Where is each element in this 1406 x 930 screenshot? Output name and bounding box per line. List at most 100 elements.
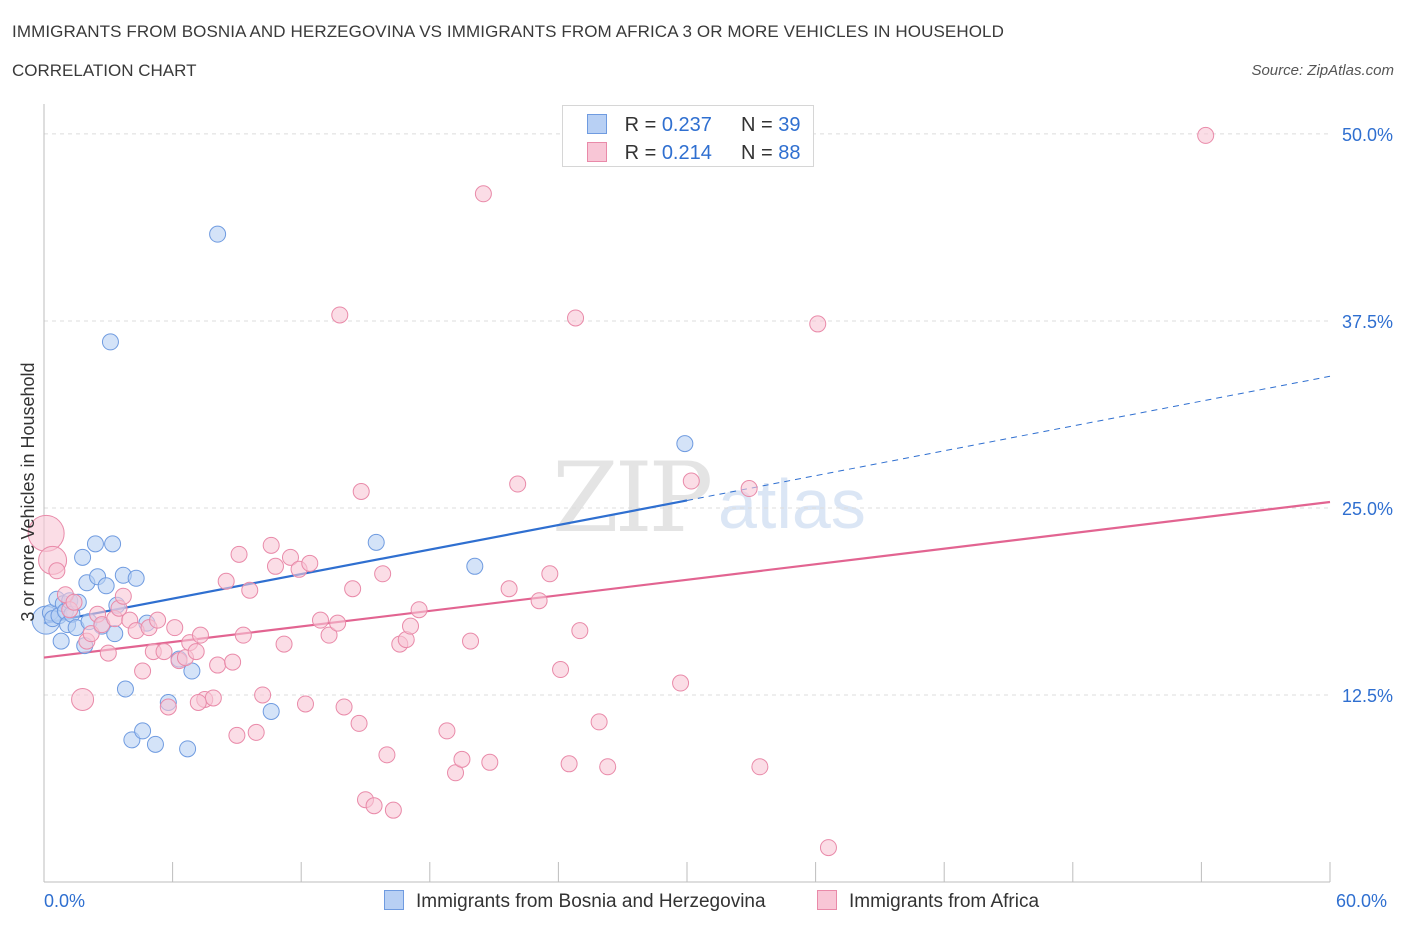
data-point-bosnia (101, 333, 119, 351)
data-point-africa (187, 643, 205, 661)
data-point-africa (48, 562, 66, 580)
data-point-africa (571, 622, 589, 640)
data-point-africa (230, 545, 248, 563)
legend-label: Immigrants from Africa (849, 891, 1040, 912)
data-point-africa (509, 475, 527, 493)
trend-lines (43, 375, 1331, 659)
data-point-africa (301, 554, 319, 572)
data-point-africa (224, 653, 242, 671)
data-point-africa (599, 758, 617, 776)
r-value: 0.214 (661, 142, 712, 164)
data-point-africa (191, 626, 209, 644)
data-point-africa (481, 753, 499, 771)
y-tick-label: 50.0% (1342, 125, 1393, 145)
data-point-bosnia (676, 435, 694, 453)
data-point-africa (552, 661, 570, 679)
data-point-bosnia (179, 740, 197, 758)
data-point-africa (71, 687, 95, 711)
data-point-africa (672, 674, 690, 692)
legend-item-africa: Immigrants from Africa (817, 890, 1039, 913)
data-point-africa (114, 587, 132, 605)
data-point-africa (500, 580, 518, 598)
data-point-bosnia (466, 557, 484, 575)
data-point-africa (65, 593, 83, 611)
data-point-africa (751, 758, 769, 776)
data-point-africa (453, 750, 471, 768)
data-point-africa (740, 480, 758, 498)
legend-swatch-blue (587, 114, 607, 134)
data-point-africa (329, 614, 347, 632)
data-point-africa (541, 565, 559, 583)
data-point-africa (281, 548, 299, 566)
data-point-africa (560, 755, 578, 773)
data-point-africa (365, 797, 383, 815)
y-tick-label: 25.0% (1342, 499, 1393, 519)
legend-row-bosnia: R = 0.237 N = 39 (587, 114, 801, 138)
data-point-africa (682, 472, 700, 490)
data-point-africa (320, 626, 338, 644)
legend-row-africa: R = 0.214 N = 88 (587, 142, 801, 166)
data-point-africa (217, 572, 235, 590)
data-point-africa (402, 617, 420, 635)
trend-line-bosnia (43, 499, 688, 625)
data-point-africa (134, 662, 152, 680)
data-point-africa (296, 695, 314, 713)
data-point-africa (335, 698, 353, 716)
data-point-bosnia (74, 548, 92, 566)
data-point-africa (254, 686, 272, 704)
data-point-bosnia (367, 533, 385, 551)
y-axis-title: 3 or more Vehicles in Household (18, 362, 38, 621)
data-point-africa (1197, 126, 1215, 144)
data-point-africa (590, 713, 608, 731)
data-point-africa (149, 611, 167, 629)
data-point-bosnia (146, 735, 164, 753)
y-tick-labels: 12.5% 25.0% 37.5% 50.0% (1342, 125, 1393, 706)
legend-item-bosnia: Immigrants from Bosnia and Herzegovina (384, 890, 766, 913)
data-point-bosnia (97, 577, 115, 595)
data-point-africa (438, 722, 456, 740)
data-point-africa (474, 185, 492, 203)
data-point-africa (809, 315, 827, 333)
n-value: 88 (778, 142, 801, 164)
data-point-bosnia (116, 680, 134, 698)
trend-line-bosnia-extension (686, 375, 1331, 501)
source-label: Source: ZipAtlas.com (1251, 62, 1394, 79)
chart-subtitle: CORRELATION CHART (12, 61, 197, 80)
data-point-africa (344, 580, 362, 598)
n-label: N = (741, 114, 773, 136)
data-point-africa (275, 635, 293, 653)
legend-swatch-pink (817, 890, 837, 910)
data-point-africa (166, 619, 184, 637)
n-value: 39 (778, 114, 801, 136)
legend-swatch-pink (587, 142, 607, 162)
data-point-bosnia (209, 225, 227, 243)
data-point-bosnia (104, 535, 122, 553)
r-label: R = (624, 142, 657, 164)
data-point-africa (352, 483, 370, 501)
data-point-africa (241, 581, 259, 599)
legend-label: Immigrants from Bosnia and Herzegovina (416, 891, 766, 912)
data-point-africa (209, 656, 227, 674)
data-point-bosnia (262, 702, 280, 720)
n-label: N = (741, 142, 773, 164)
data-point-africa (374, 565, 392, 583)
data-point-bosnia (127, 569, 145, 587)
data-point-africa (462, 632, 480, 650)
data-point-africa (530, 592, 548, 610)
chart-title: IMMIGRANTS FROM BOSNIA AND HERZEGOVINA V… (12, 22, 1004, 41)
data-point-bosnia (86, 535, 104, 553)
data-point-africa (410, 601, 428, 619)
gridlines (44, 133, 1330, 696)
data-point-africa (567, 309, 585, 327)
y-tick-label: 37.5% (1342, 312, 1393, 332)
data-point-africa (819, 839, 837, 857)
data-point-africa (311, 611, 329, 629)
correlation-legend: R = 0.237 N = 39 R = 0.214 N = 88 (562, 105, 814, 167)
data-point-africa (378, 746, 396, 764)
data-point-africa (234, 626, 252, 644)
trend-line-africa (43, 500, 1331, 659)
r-value: 0.237 (661, 114, 712, 136)
x-tick-label-min: 0.0% (44, 891, 86, 911)
data-point-africa (262, 536, 280, 554)
axes (43, 104, 1331, 883)
